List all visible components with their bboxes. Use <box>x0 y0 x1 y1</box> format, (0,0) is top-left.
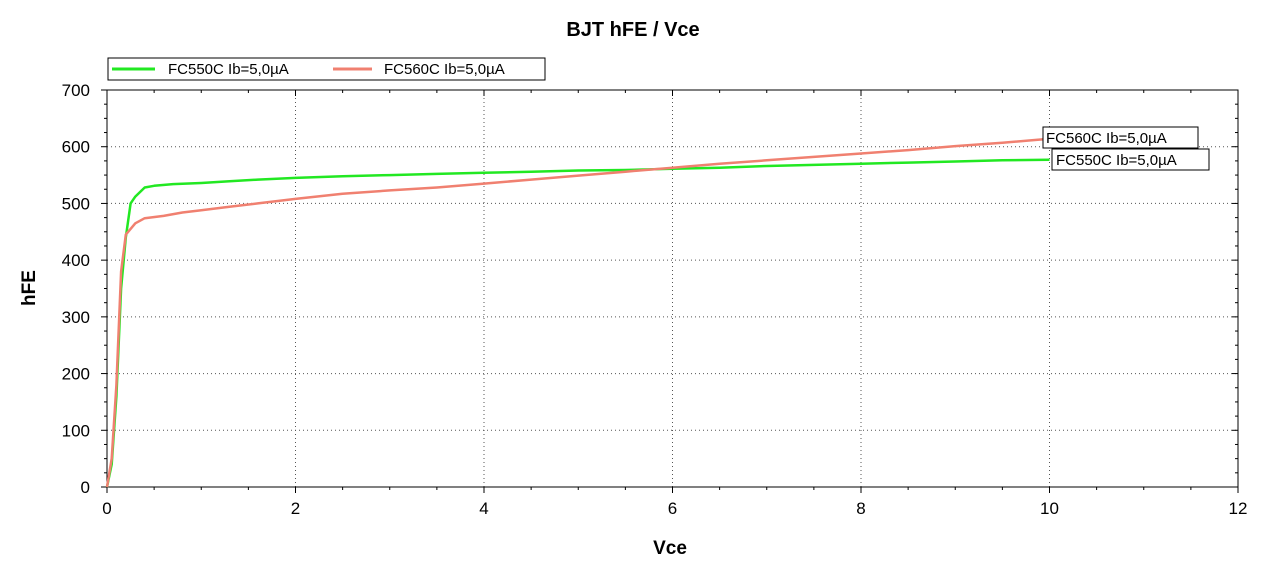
x-tick-label: 4 <box>479 499 488 518</box>
series-lines <box>105 137 1050 488</box>
y-tick-label: 400 <box>62 251 90 270</box>
x-tick-label: 0 <box>102 499 111 518</box>
legend-label-fc550c: FC550C Ib=5,0µA <box>168 61 289 78</box>
x-tick-label: 6 <box>668 499 677 518</box>
x-tick-label: 8 <box>856 499 865 518</box>
series-line-fc560c <box>105 137 1050 488</box>
end-label-fc560c: FC560C Ib=5,0µA <box>1046 130 1167 147</box>
series-line-fc550c <box>105 158 1050 488</box>
end-label-fc550c: FC550C Ib=5,0µA <box>1056 152 1177 169</box>
y-tick-label: 700 <box>62 81 90 100</box>
x-tick-label: 10 <box>1040 499 1059 518</box>
x-tick-label: 2 <box>291 499 300 518</box>
y-tick-labels: 0 100 200 300 400 500 600 700 <box>62 81 90 497</box>
end-label-box-fc560c <box>1042 126 1199 149</box>
y-tick-label: 600 <box>62 138 90 157</box>
y-axis-title: hFE <box>19 270 40 306</box>
x-tick-labels: 0 2 4 6 8 10 12 <box>102 499 1247 518</box>
x-axis-title: Vce <box>653 538 687 559</box>
series-end-labels: FC560C Ib=5,0µA FC550C Ib=5,0µA <box>1042 126 1210 171</box>
y-tick-label: 200 <box>62 365 90 384</box>
chart-title: BJT hFE / Vce <box>566 19 699 41</box>
legend-box <box>107 57 546 81</box>
y-tick-label: 100 <box>62 421 90 440</box>
legend: FC550C Ib=5,0µA FC560C Ib=5,0µA <box>107 57 546 81</box>
y-tick-label: 0 <box>81 478 90 497</box>
legend-label-fc560c: FC560C Ib=5,0µA <box>384 61 505 78</box>
x-tick-label: 12 <box>1229 499 1248 518</box>
end-label-box-fc550c <box>1051 148 1210 171</box>
grid-lines <box>107 90 1238 487</box>
axis-ticks <box>101 89 1239 493</box>
y-tick-label: 300 <box>62 308 90 327</box>
y-tick-label: 500 <box>62 194 90 213</box>
